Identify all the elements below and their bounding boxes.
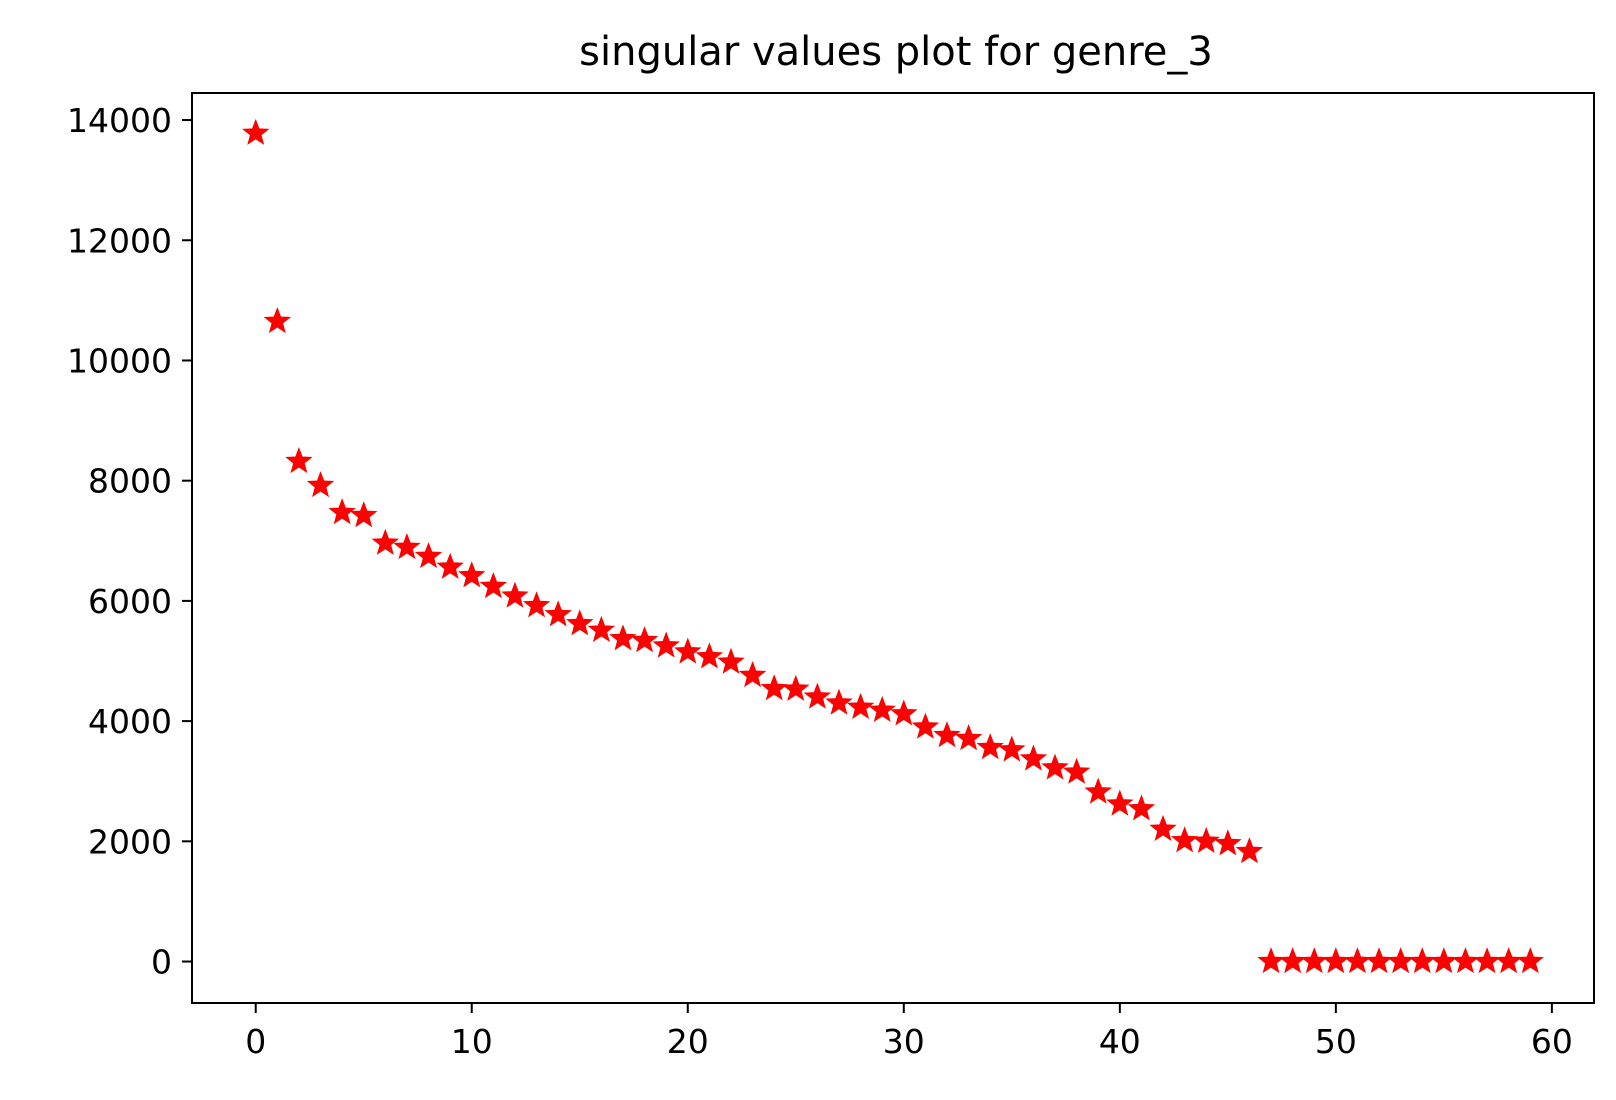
- data-point: [1214, 829, 1242, 856]
- x-tick-label: 0: [245, 1022, 266, 1061]
- axes: 0 10 20 30 40 50 60 0 2000 4000 6000 8000 10000 12000…: [67, 92, 1595, 1061]
- y-tick-label: 2000: [88, 822, 172, 861]
- data-point: [1322, 947, 1350, 974]
- data-point: [458, 561, 486, 588]
- data-point: [911, 712, 940, 739]
- y-tick-label: 14000: [67, 101, 172, 140]
- y-tick-label: 4000: [88, 702, 172, 741]
- data-point: [652, 631, 680, 658]
- data-point: [890, 699, 918, 726]
- data-point: [1257, 947, 1285, 974]
- data-point: [479, 572, 508, 599]
- data-point: [1365, 947, 1393, 974]
- data-point: [717, 647, 745, 674]
- plot-area: [242, 118, 1544, 974]
- data-point: [782, 674, 810, 701]
- data-point: [825, 688, 853, 715]
- x-tick-label: 60: [1531, 1022, 1573, 1061]
- data-point: [1494, 947, 1523, 974]
- data-point: [1386, 947, 1415, 974]
- data-point: [522, 591, 551, 618]
- data-point: [544, 600, 572, 627]
- y-tick-label: 10000: [67, 341, 172, 380]
- x-tick-label: 10: [451, 1022, 493, 1061]
- data-point: [1516, 947, 1544, 974]
- data-point: [306, 471, 335, 498]
- data-point: [976, 733, 1004, 760]
- y-tick-label: 8000: [88, 462, 172, 501]
- data-point: [1430, 947, 1458, 974]
- data-point: [285, 447, 313, 474]
- data-point: [1062, 757, 1091, 784]
- data-point: [1343, 947, 1372, 974]
- data-point: [1041, 753, 1069, 780]
- data-point: [436, 552, 464, 579]
- data-point: [1084, 777, 1112, 804]
- data-point: [954, 724, 983, 751]
- x-tick-label: 20: [667, 1022, 709, 1061]
- x-tick-label: 40: [1099, 1022, 1141, 1061]
- data-point: [371, 528, 400, 555]
- data-point: [1300, 947, 1328, 974]
- data-point: [760, 674, 788, 701]
- data-point: [1019, 744, 1048, 771]
- data-point: [630, 626, 659, 653]
- data-point: [1408, 947, 1436, 974]
- data-point: [1473, 947, 1501, 974]
- data-point: [566, 609, 594, 636]
- data-point: [501, 581, 529, 608]
- data-point: [1278, 947, 1307, 974]
- plot-frame: [191, 92, 1595, 1004]
- x-tick-label: 30: [883, 1022, 925, 1061]
- y-tick-label: 6000: [88, 582, 172, 621]
- data-point: [933, 721, 961, 748]
- data-point: [846, 692, 875, 719]
- data-point: [263, 306, 292, 334]
- data-point: [674, 637, 702, 664]
- data-point: [1149, 814, 1177, 841]
- data-point: [803, 682, 832, 709]
- chart-title: singular values plot for genre_3: [579, 29, 1213, 75]
- data-point: [242, 118, 270, 145]
- data-point: [1127, 794, 1156, 821]
- data-point: [414, 541, 443, 569]
- data-point: [998, 735, 1026, 762]
- x-tick-label: 50: [1315, 1022, 1357, 1061]
- data-point: [1235, 837, 1264, 864]
- data-point: [328, 498, 356, 525]
- data-point: [1192, 826, 1220, 853]
- data-point: [350, 501, 378, 528]
- y-tick-label: 12000: [67, 221, 172, 260]
- data-point: [587, 615, 616, 643]
- data-point: [393, 532, 421, 560]
- data-point: [1106, 789, 1134, 816]
- y-tick-label: 0: [151, 943, 172, 982]
- data-point: [609, 624, 637, 651]
- data-point: [738, 661, 767, 688]
- data-point: [1451, 947, 1480, 974]
- data-point: [695, 642, 724, 669]
- data-point: [868, 695, 896, 722]
- data-point: [1170, 826, 1199, 853]
